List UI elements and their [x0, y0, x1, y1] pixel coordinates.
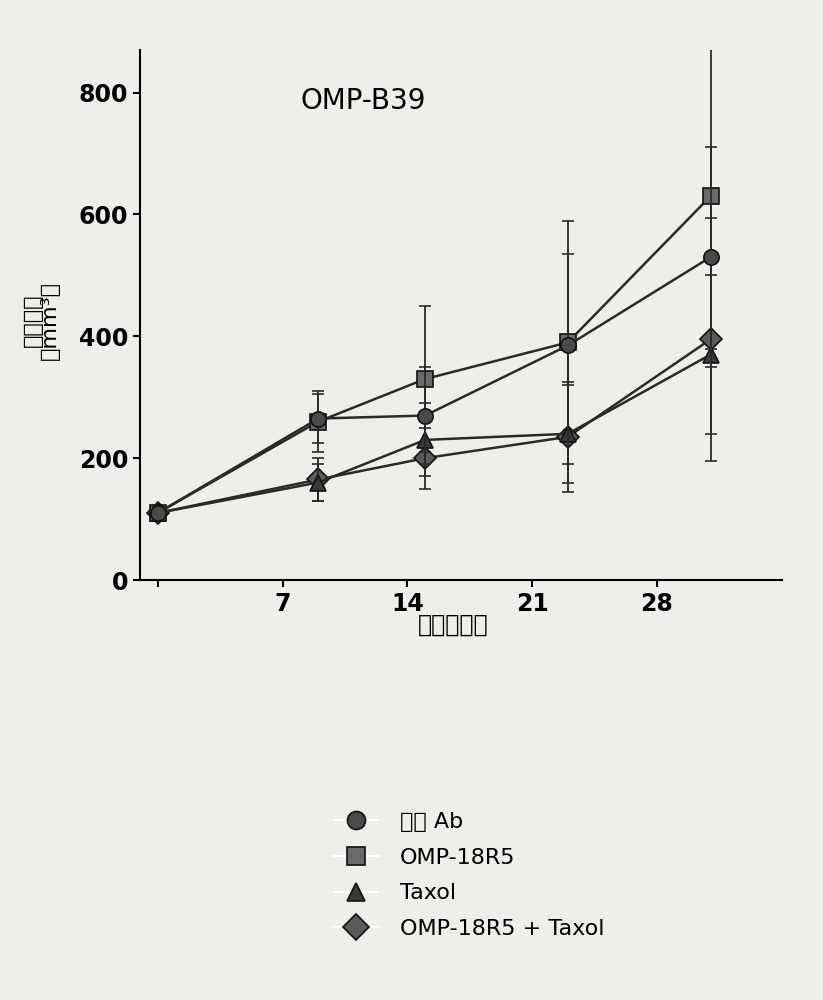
Text: 治疗后天数: 治疗后天数	[417, 613, 488, 637]
Legend: 对照 Ab, OMP-18R5, Taxol, OMP-18R5 + Taxol: 对照 Ab, OMP-18R5, Taxol, OMP-18R5 + Taxol	[333, 812, 605, 939]
Text: 肿瘤体积: 肿瘤体积	[23, 293, 43, 347]
Text: （mm³）: （mm³）	[40, 280, 59, 360]
Text: OMP-B39: OMP-B39	[300, 87, 425, 115]
